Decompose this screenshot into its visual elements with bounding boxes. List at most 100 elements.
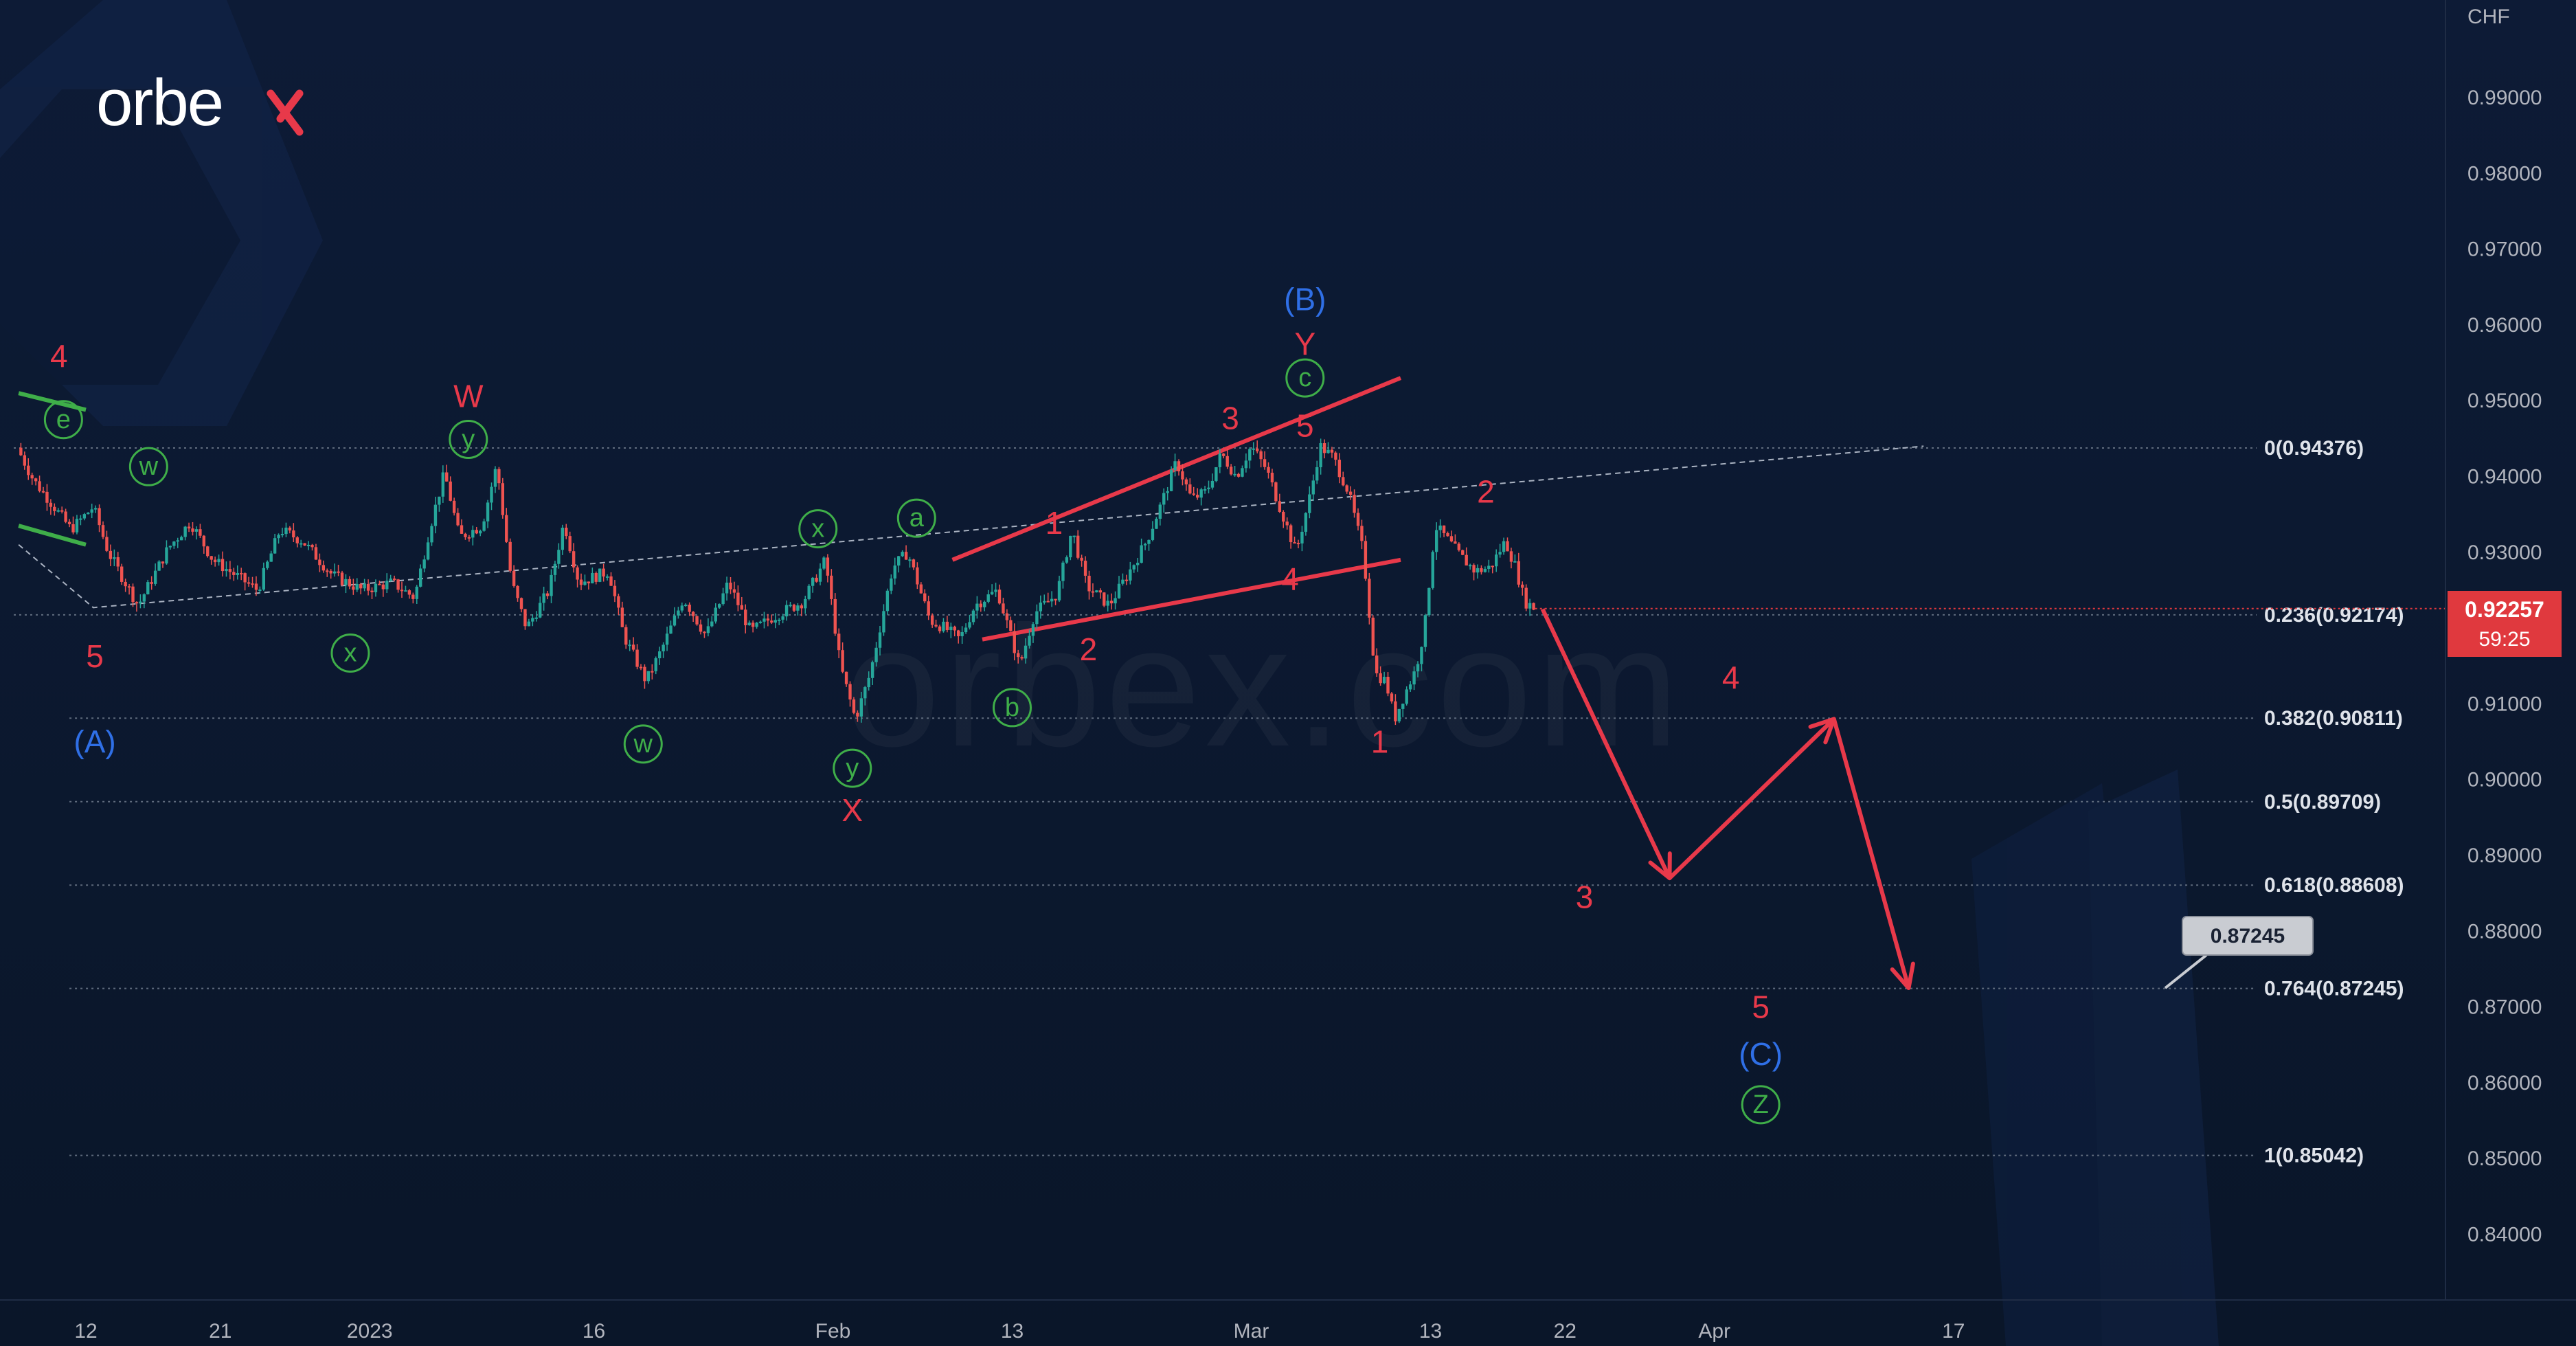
- wave-label-text: 1: [1371, 724, 1389, 760]
- candle-body: [146, 582, 150, 595]
- candle-body: [639, 666, 643, 669]
- candle-body: [620, 607, 624, 627]
- last-price-value: 0.92257: [2465, 597, 2544, 622]
- candle-body: [1289, 525, 1293, 543]
- candle-body: [1394, 701, 1397, 721]
- candle-body: [1017, 653, 1020, 658]
- candle-body: [796, 605, 800, 611]
- candle-body: [1416, 664, 1420, 672]
- candle-body: [1050, 598, 1054, 602]
- candle-body: [856, 713, 859, 717]
- candle-body: [288, 527, 292, 531]
- candle-body: [422, 559, 426, 569]
- price-tick-label: 0.87000: [2467, 996, 2542, 1019]
- candle-body: [1423, 615, 1427, 647]
- candle-body: [1435, 530, 1438, 552]
- candle-body: [433, 504, 438, 526]
- candle-body: [1397, 708, 1401, 721]
- candle-body: [441, 472, 445, 497]
- candle-body: [1322, 443, 1326, 453]
- projection-arrowhead: [1890, 961, 1915, 991]
- candle-body: [352, 586, 355, 590]
- candle-body: [565, 528, 568, 537]
- candle-body: [1166, 491, 1169, 493]
- fib-level-label: 0.236(0.92174): [2264, 604, 2404, 627]
- candle-body: [1308, 494, 1311, 513]
- wave-label-text: y: [846, 754, 859, 783]
- candle-body: [27, 465, 30, 475]
- candle-body: [183, 526, 187, 537]
- candle-body: [1035, 611, 1039, 625]
- candle-body: [1491, 565, 1494, 568]
- wave-label-circle: [449, 419, 488, 459]
- candle-body: [411, 594, 415, 599]
- candle-body: [714, 607, 717, 622]
- candle-body: [98, 508, 101, 526]
- candle-body: [1345, 485, 1348, 492]
- candle-body: [1125, 579, 1129, 581]
- candle-body: [90, 509, 93, 513]
- candle-body: [1184, 479, 1188, 485]
- wave-label-text: 3: [1576, 879, 1594, 915]
- candle-body: [1502, 541, 1506, 552]
- candle-body: [232, 572, 236, 575]
- candle-body: [131, 586, 135, 603]
- candle-body: [1241, 468, 1244, 477]
- candle-body: [818, 568, 822, 582]
- wave-label-text: e: [56, 405, 71, 434]
- candle-body: [527, 621, 531, 627]
- candle-body: [1442, 525, 1446, 533]
- price-tick-label: 0.89000: [2467, 844, 2542, 867]
- candle-body: [310, 544, 314, 548]
- wave-label-text: (C): [1739, 1036, 1783, 1072]
- candle-body: [1334, 452, 1337, 460]
- time-axis[interactable]: 12 21 2023 16 Feb 13 Mar 13 22 Apr 17: [0, 1299, 2576, 1343]
- candle-body: [206, 546, 210, 557]
- candle-body: [553, 563, 557, 575]
- wave-label-text: 1: [1046, 505, 1063, 541]
- candle-body: [300, 543, 303, 545]
- candle-body: [1311, 480, 1315, 495]
- candle-body: [1390, 693, 1394, 702]
- candle-body: [38, 481, 41, 491]
- candle-body: [1173, 461, 1177, 471]
- candle-body: [49, 502, 53, 507]
- price-axis[interactable]: CHF 0.99000 0.98000 0.97000 0.96000 0.95000 0…: [2445, 0, 2542, 1300]
- candle-body: [1506, 541, 1509, 552]
- candle-body: [572, 551, 576, 568]
- candle-body: [1236, 473, 1241, 477]
- candle-body: [172, 541, 176, 546]
- candle-body: [1382, 677, 1386, 684]
- candle-body: [79, 518, 82, 520]
- candle-body: [359, 583, 363, 589]
- candle-body: [67, 521, 71, 524]
- candle-body: [426, 542, 430, 560]
- candle-body: [1360, 526, 1364, 541]
- candle-body: [337, 571, 340, 573]
- candle-body: [396, 579, 400, 590]
- candle-body: [631, 644, 635, 650]
- candle-body: [1072, 535, 1076, 537]
- candle-body: [139, 601, 142, 604]
- candle-body: [1401, 704, 1405, 709]
- price-tick-label: 0.91000: [2467, 693, 2542, 715]
- candle-body: [778, 619, 781, 621]
- candle-body: [1304, 513, 1308, 532]
- candle-body: [784, 605, 789, 617]
- candle-body: [109, 550, 113, 559]
- candle-body: [1162, 493, 1166, 505]
- candle-body: [729, 582, 732, 590]
- wave-label-text: 4: [1281, 561, 1299, 596]
- target-badge-value: 0.87245: [2211, 925, 2285, 947]
- candle-body: [217, 559, 221, 563]
- candle-body: [1114, 598, 1117, 604]
- candle-body: [493, 469, 497, 487]
- price-tick-label: 0.84000: [2467, 1224, 2542, 1246]
- candle-body: [1252, 448, 1255, 450]
- logo-x-mark: [267, 89, 304, 136]
- candle-body: [684, 605, 688, 607]
- candle-body: [721, 593, 725, 605]
- projection-arrowhead: [1808, 717, 1836, 745]
